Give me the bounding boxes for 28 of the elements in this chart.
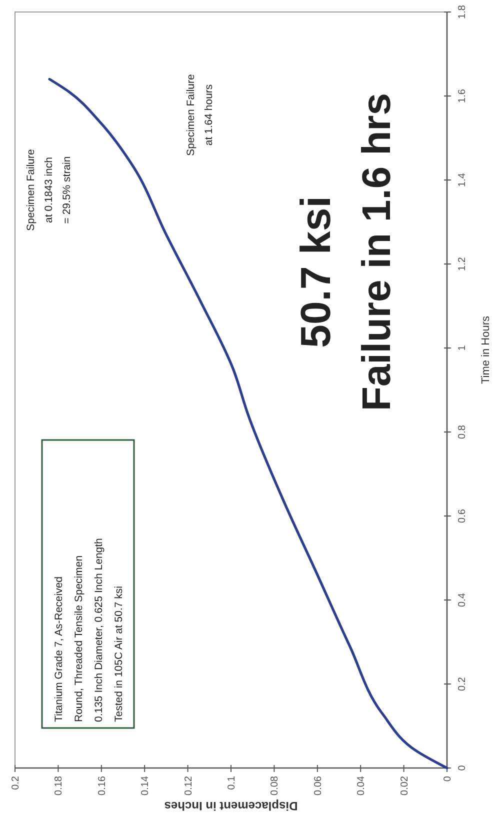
x-tick-label: 0.14 — [140, 776, 152, 796]
y-axis-title: Time in Hours — [480, 315, 492, 384]
y-tick-label: 1.8 — [457, 4, 468, 19]
y-tick-label: 0.2 — [457, 676, 468, 691]
y-tick-label: 0.6 — [457, 508, 468, 523]
y-tick-label: 0.8 — [457, 424, 468, 439]
x-tick-label: 0.1 — [226, 776, 238, 790]
x-tick-label: 0.02 — [399, 776, 410, 796]
x-axis-title: Displacement in Inches — [164, 799, 298, 813]
annotation: Specimen Failure at 1.64 hours — [185, 74, 215, 156]
x-tick-label: 0.2 — [10, 776, 22, 790]
x-tick-label: 0.16 — [96, 776, 108, 796]
annotation: 50.7 ksi — [292, 196, 339, 348]
annotation: Failure in 1.6 hrs — [355, 93, 399, 411]
annotation: Specimen Failure at 0.1843 inch = 29.5% strain — [25, 148, 73, 231]
y-tick-label: 1.6 — [457, 88, 468, 103]
y-tick-label: 1.2 — [457, 256, 468, 271]
y-tick-label: 1 — [457, 344, 468, 351]
x-tick-label: 0.12 — [183, 776, 194, 796]
x-tick-label: 0.06 — [312, 776, 324, 796]
x-tick-label: 0 — [442, 776, 454, 782]
y-tick-label: 0.4 — [457, 592, 468, 607]
x-tick-label: 0.04 — [356, 776, 368, 796]
x-tick-label: 0.18 — [54, 776, 65, 796]
annotation: Titanium Grade 7, As-Received Round, Threaded Tensile Specimen 0.135 Inch Diameter, 0.625 Inch Length Tested in 105C Air at 50.7 ksi — [53, 538, 125, 722]
x-tick-label: 0.08 — [270, 776, 281, 796]
y-tick-label: 0 — [457, 764, 468, 771]
y-tick-label: 1.4 — [457, 172, 468, 187]
